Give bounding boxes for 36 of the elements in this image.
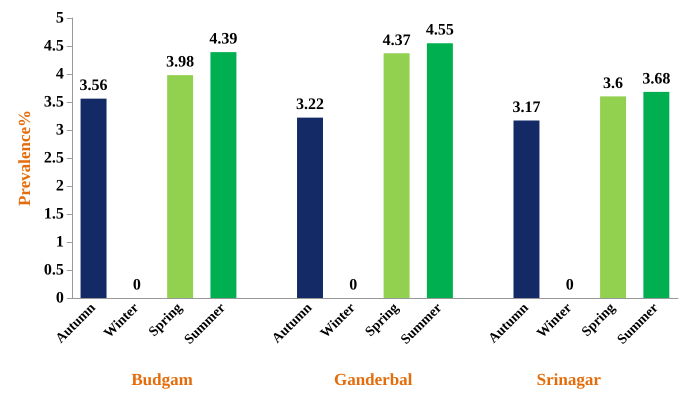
text: Ganderbal <box>334 370 413 389</box>
bar <box>80 98 107 298</box>
data-label: 3.22 <box>296 96 324 114</box>
y-tick-label: 2 <box>56 178 64 194</box>
data-label: 3.98 <box>166 54 194 71</box>
data-label: 0 <box>566 276 574 294</box>
y-tick-label: 2.5 <box>44 150 64 166</box>
y-tick-label: 0 <box>56 290 64 306</box>
data-label: 3.6 <box>603 74 624 92</box>
data-label: 3.56 <box>80 77 108 94</box>
data-label: 3.17 <box>512 98 540 116</box>
y-tick-label: 5 <box>56 10 64 26</box>
y-tick-label: 0.5 <box>44 262 64 278</box>
y-tick-label: 4 <box>56 66 64 82</box>
bar <box>513 120 540 298</box>
bar <box>210 52 236 298</box>
text: Budgam <box>131 370 193 389</box>
data-label: 3.68 <box>642 70 670 88</box>
bar <box>600 96 626 298</box>
y-axis-title: Prevalence% <box>15 110 34 206</box>
y-tick-label: 1 <box>56 234 64 250</box>
bar <box>297 118 323 298</box>
y-tick-label: 3 <box>56 122 64 138</box>
bar <box>643 92 670 298</box>
bar <box>426 43 453 298</box>
text: Srinagar <box>536 370 602 389</box>
y-tick-label: 4.5 <box>44 38 64 54</box>
data-label: 4.55 <box>426 22 454 39</box>
y-tick-label: 1.5 <box>44 206 64 222</box>
data-label: 4.37 <box>382 32 411 49</box>
y-tick-label: 3.5 <box>44 94 64 110</box>
data-label: 0 <box>349 276 358 294</box>
bar <box>167 75 194 298</box>
bar <box>384 53 410 298</box>
data-label: 0 <box>132 276 141 294</box>
data-label: 4.39 <box>209 30 238 48</box>
